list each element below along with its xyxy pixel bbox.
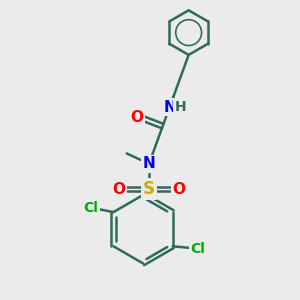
- Text: N: N: [142, 156, 155, 171]
- Text: O: O: [130, 110, 143, 125]
- Text: Cl: Cl: [190, 242, 206, 256]
- Text: Cl: Cl: [84, 201, 99, 215]
- Text: O: O: [112, 182, 125, 196]
- Text: H: H: [175, 100, 187, 114]
- Text: S: S: [143, 180, 155, 198]
- Text: N: N: [163, 100, 176, 115]
- Text: O: O: [172, 182, 185, 196]
